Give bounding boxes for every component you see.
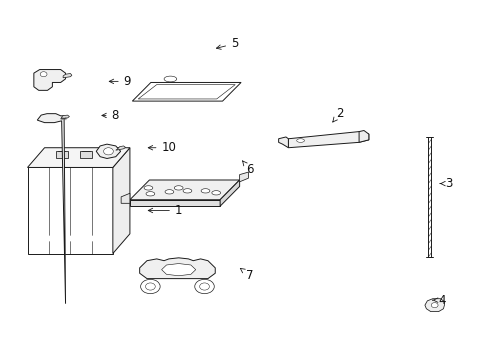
Circle shape: [141, 279, 160, 294]
Text: 3: 3: [439, 177, 452, 190]
Polygon shape: [96, 144, 121, 158]
Text: 6: 6: [242, 161, 253, 176]
Polygon shape: [138, 85, 235, 99]
Polygon shape: [37, 114, 65, 304]
Polygon shape: [140, 258, 215, 279]
Polygon shape: [61, 115, 69, 119]
Ellipse shape: [183, 189, 191, 193]
Circle shape: [430, 303, 437, 308]
Polygon shape: [288, 132, 368, 148]
Text: 2: 2: [332, 107, 343, 122]
Circle shape: [194, 279, 214, 294]
Polygon shape: [358, 131, 368, 142]
Polygon shape: [130, 180, 239, 200]
Polygon shape: [278, 137, 288, 148]
Circle shape: [199, 283, 209, 290]
Ellipse shape: [174, 186, 183, 190]
Circle shape: [40, 72, 47, 77]
Polygon shape: [63, 73, 72, 78]
Ellipse shape: [144, 186, 153, 190]
Polygon shape: [220, 180, 239, 206]
Text: 8: 8: [102, 109, 119, 122]
Polygon shape: [132, 82, 241, 101]
Ellipse shape: [201, 189, 209, 193]
Polygon shape: [116, 146, 125, 150]
Ellipse shape: [164, 190, 173, 194]
Polygon shape: [34, 69, 65, 90]
Text: 9: 9: [109, 75, 131, 88]
Polygon shape: [130, 200, 220, 206]
Polygon shape: [27, 167, 113, 253]
Polygon shape: [56, 151, 68, 158]
Text: 10: 10: [148, 141, 176, 154]
Text: 1: 1: [148, 204, 182, 217]
Ellipse shape: [211, 191, 220, 195]
Ellipse shape: [296, 139, 304, 142]
Text: 5: 5: [216, 37, 238, 50]
Circle shape: [145, 283, 155, 290]
Polygon shape: [80, 151, 92, 158]
Text: 7: 7: [240, 268, 253, 282]
Polygon shape: [424, 299, 444, 312]
Ellipse shape: [164, 76, 176, 82]
Polygon shape: [161, 264, 195, 276]
Polygon shape: [27, 148, 130, 167]
Ellipse shape: [146, 192, 155, 196]
Polygon shape: [121, 193, 130, 203]
Polygon shape: [239, 172, 248, 182]
Circle shape: [103, 148, 113, 155]
Polygon shape: [113, 148, 130, 253]
Text: 4: 4: [432, 294, 445, 307]
